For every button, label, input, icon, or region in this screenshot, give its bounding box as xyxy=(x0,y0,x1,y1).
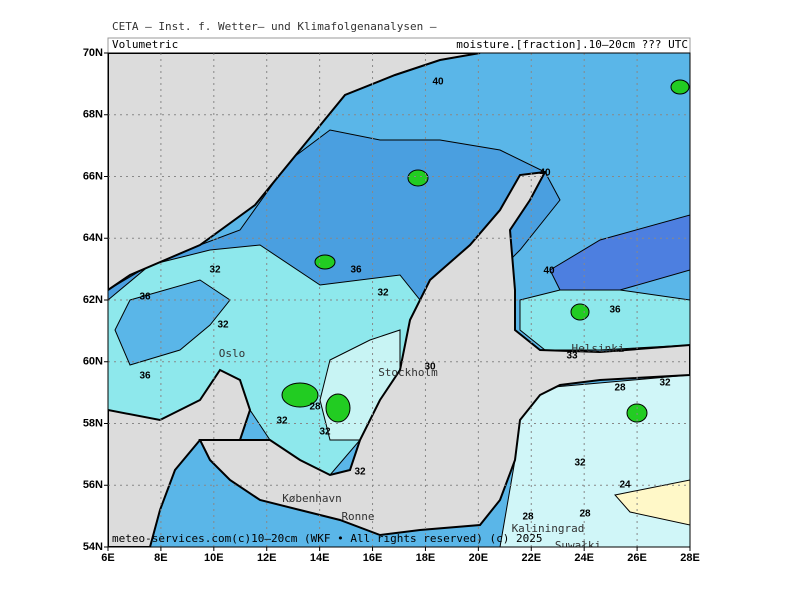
field-type: Volumetric xyxy=(112,38,178,51)
contour-label: 36 xyxy=(139,292,151,303)
lake xyxy=(570,303,590,321)
lat-tick-label: 66N xyxy=(83,170,103,182)
lake xyxy=(314,254,336,270)
lon-tick-label: 12E xyxy=(257,552,277,564)
contour-label: 40 xyxy=(539,168,551,179)
grid xyxy=(108,53,690,547)
place-name: Kaliningrad xyxy=(512,522,585,535)
lon-tick-label: 24E xyxy=(574,552,594,564)
lat-tick-label: 64N xyxy=(83,232,103,244)
lat-tick-label: 60N xyxy=(83,356,103,368)
contour-label: 32 xyxy=(574,458,586,469)
place-name: Suwałki xyxy=(555,539,601,552)
contour-fill xyxy=(614,479,690,526)
place-name: Ronne xyxy=(341,510,374,523)
lon-tick-label: 26E xyxy=(627,552,647,564)
contour-label: 40 xyxy=(432,77,444,88)
contour-label: 32 xyxy=(659,378,671,389)
title: CETA — Inst. f. Wetter— und Klimafolgena… xyxy=(112,20,437,33)
contour-label: 32 xyxy=(217,320,229,331)
contour-label: 30 xyxy=(424,362,436,373)
sea xyxy=(108,53,481,292)
lon-tick-label: 20E xyxy=(469,552,489,564)
contour-label: 32 xyxy=(319,427,331,438)
contour-label: 32 xyxy=(209,265,221,276)
contour-label: 32 xyxy=(354,467,366,478)
contour-label: 28 xyxy=(579,509,591,520)
lake xyxy=(325,393,351,423)
place-name: København xyxy=(282,492,342,505)
contour-fill xyxy=(519,289,690,351)
lat-tick-label: 54N xyxy=(83,541,103,553)
lon-tick-label: 14E xyxy=(310,552,330,564)
contour-label: 36 xyxy=(609,305,621,316)
contour-label: 40 xyxy=(543,266,555,277)
lat-tick-label: 62N xyxy=(83,294,103,306)
lon-tick-label: 6E xyxy=(101,552,114,564)
lon-tick-label: 16E xyxy=(363,552,383,564)
contour-labels: 40 40 32 36 32 36 32 36 30 40 36 33 28 32 28 32 32 32 24 28… xyxy=(139,77,671,552)
contour-label: 24 xyxy=(619,480,631,491)
lake xyxy=(281,382,319,408)
contour-label: 32 xyxy=(276,416,288,427)
contour-label: 28 xyxy=(522,512,534,523)
lat-tick-label: 70N xyxy=(83,47,103,59)
lake xyxy=(407,169,429,187)
contour-label: 28 xyxy=(309,402,321,413)
lat-tick-label: 58N xyxy=(83,417,103,429)
lat-tick-label: 56N xyxy=(83,479,103,491)
contour-label: 36 xyxy=(139,371,151,382)
place-name: Oslo xyxy=(219,347,246,360)
lon-tick-label: 10E xyxy=(204,552,224,564)
contour-label: 36 xyxy=(350,265,362,276)
lon-tick-label: 18E xyxy=(416,552,436,564)
sea xyxy=(198,170,690,537)
lon-tick-label: 8E xyxy=(154,552,167,564)
footer: meteo-services.com(c)10–20cm (WKF • All … xyxy=(112,532,542,545)
field-name: moisture.[fraction].10–20cm ??? UTC xyxy=(456,38,688,51)
place-name: Stockholm xyxy=(378,366,438,379)
contour-label: 32 xyxy=(377,288,389,299)
contour-fill xyxy=(114,279,231,366)
lon-tick-label: 28E xyxy=(680,552,700,564)
place-name: Helsinki xyxy=(572,342,625,355)
lon-tick-label: 22E xyxy=(521,552,541,564)
lat-tick-label: 68N xyxy=(83,109,103,121)
lake xyxy=(670,79,690,95)
contour-label: 33 xyxy=(566,351,578,362)
map-area: 40 40 32 36 32 36 32 36 30 40 36 33 28 32 28 32 32 32 24 28… xyxy=(108,53,690,552)
contour-label: 28 xyxy=(614,383,626,394)
